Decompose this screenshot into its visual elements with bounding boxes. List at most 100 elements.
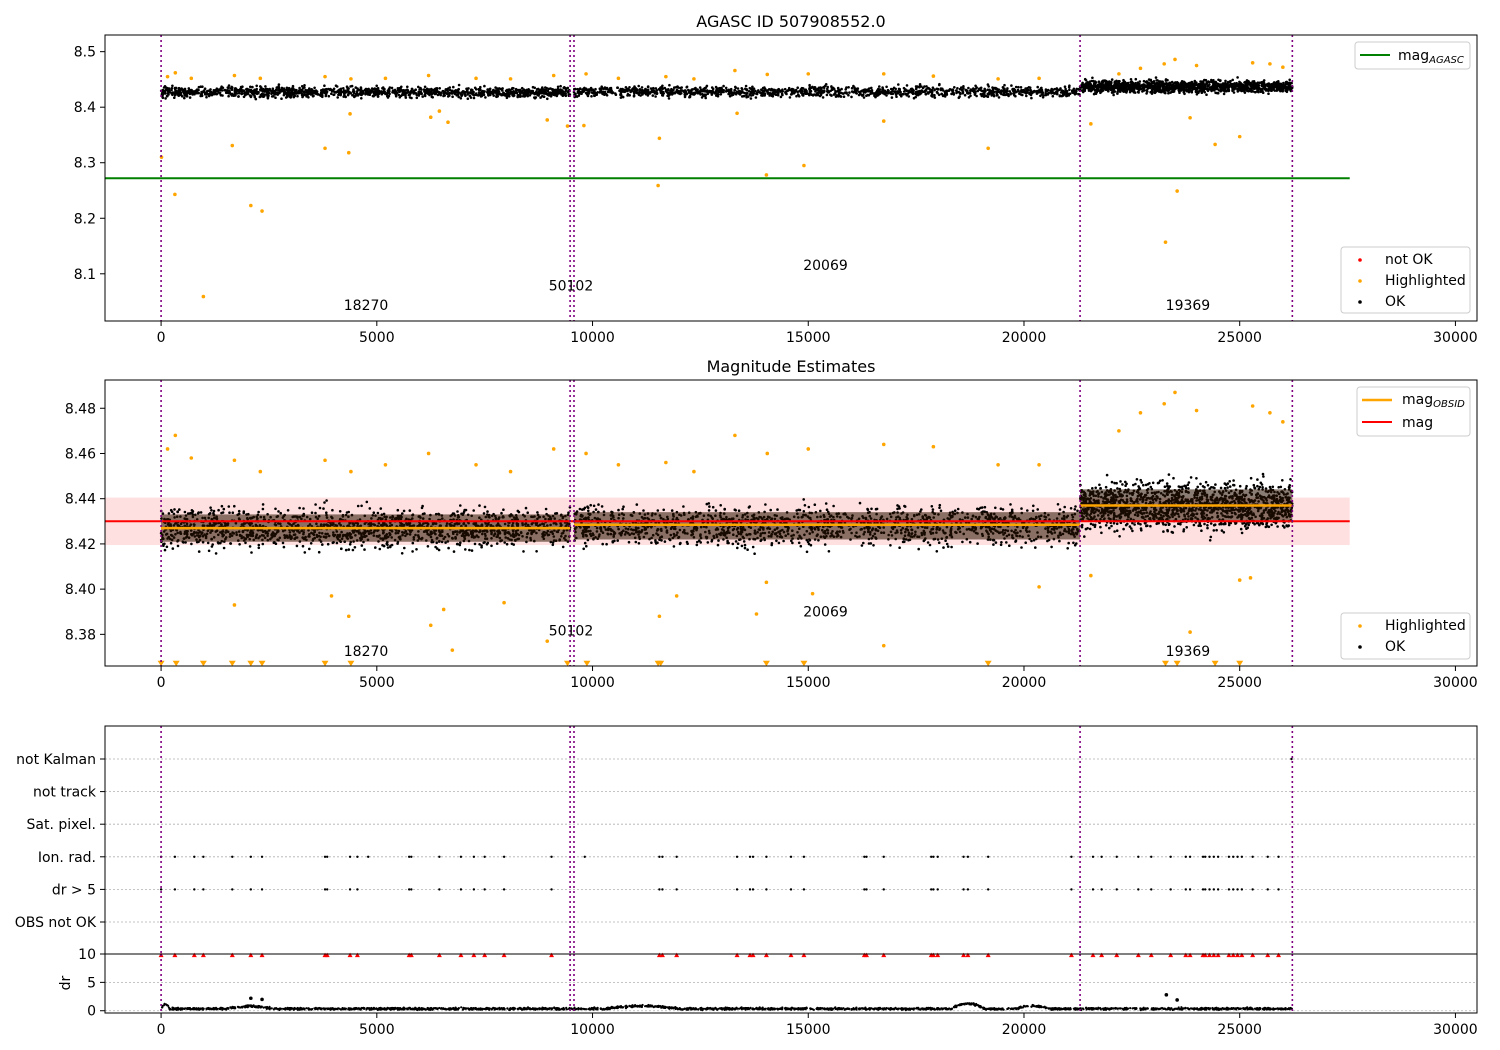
data-point: [238, 89, 242, 92]
data-point: [402, 92, 406, 96]
data-point: [412, 89, 416, 93]
data-point: [1148, 86, 1152, 89]
data-point: [578, 91, 582, 94]
x-tick-label: 10000: [570, 330, 615, 346]
data-point: [1199, 82, 1203, 86]
data-point: [930, 92, 934, 96]
data-point: [483, 84, 486, 88]
data-point: [255, 84, 258, 88]
data-point: [298, 89, 302, 93]
data-point: [517, 89, 521, 92]
data-point: [885, 85, 888, 89]
data-point: [1210, 88, 1213, 92]
data-point: [163, 89, 167, 93]
data-point: [423, 85, 427, 89]
data-point: [881, 89, 884, 92]
data-point: [488, 87, 492, 91]
x-tick-label: 30000: [1433, 330, 1478, 346]
data-point: [407, 93, 411, 97]
data-point: [766, 89, 769, 92]
data-point: [920, 85, 923, 88]
data-point: [897, 83, 900, 86]
data-point: [1251, 84, 1254, 87]
data-point: [624, 86, 628, 89]
data-point: [722, 84, 725, 88]
data-point: [436, 93, 440, 97]
data-point: [1190, 86, 1194, 90]
data-point: [177, 86, 181, 90]
data-point: [179, 93, 183, 97]
data-point: [228, 511, 231, 514]
data-point: [217, 508, 220, 512]
data-point: [1212, 86, 1216, 90]
data-point: [537, 94, 540, 97]
legend-dot-swatch: [1358, 279, 1362, 283]
data-point: [387, 88, 391, 91]
data-point: [312, 94, 315, 98]
data-point: [1045, 89, 1048, 92]
data-point: [1129, 78, 1133, 81]
data-point: [1222, 83, 1225, 86]
data-point: [1188, 115, 1192, 120]
data-point: [1087, 82, 1091, 85]
data-point: [356, 504, 360, 508]
data-point: [360, 97, 363, 100]
data-point: [1245, 79, 1249, 82]
data-point: [628, 94, 631, 97]
data-point: [1036, 85, 1039, 89]
data-point: [340, 547, 343, 550]
data-point: [735, 111, 739, 116]
data-point: [1014, 85, 1018, 89]
data-point: [483, 90, 486, 93]
data-point: [979, 89, 983, 92]
x-tick-label: 5000: [359, 330, 395, 346]
data-point: [1152, 80, 1156, 83]
data-point: [173, 70, 178, 75]
data-point: [551, 88, 554, 92]
data-point: [285, 86, 289, 90]
data-point: [518, 95, 522, 98]
data-point: [525, 93, 529, 97]
data-point: [421, 95, 425, 98]
data-point: [882, 91, 885, 95]
data-point: [303, 84, 306, 87]
data-point: [425, 87, 429, 91]
data-point: [407, 91, 410, 94]
data-point: [493, 91, 497, 94]
data-point: [668, 83, 671, 87]
data-point: [982, 95, 986, 98]
data-point: [372, 92, 376, 95]
data-point: [271, 90, 274, 94]
data-point: [359, 90, 363, 94]
data-point: [1093, 82, 1096, 85]
data-point: [324, 94, 328, 98]
data-point: [524, 506, 528, 510]
data-point: [855, 92, 858, 95]
data-point: [673, 86, 676, 89]
data-point: [745, 89, 749, 92]
data-point: [714, 85, 718, 89]
data-point: [547, 87, 551, 91]
data-point: [415, 96, 419, 100]
data-point: [1058, 94, 1062, 97]
data-point: [1231, 78, 1234, 82]
data-point: [1100, 90, 1104, 93]
data-point: [866, 93, 870, 97]
data-point: [478, 504, 481, 507]
data-point: [1063, 85, 1067, 88]
data-point: [171, 84, 174, 88]
data-point: [1203, 83, 1207, 86]
data-point: [1019, 86, 1023, 89]
data-point: [745, 95, 748, 99]
data-point: [233, 91, 237, 94]
data-point: [349, 85, 352, 88]
data-point: [736, 87, 740, 90]
data-point: [450, 92, 454, 95]
data-point: [257, 546, 261, 550]
data-point: [1200, 88, 1203, 91]
data-point: [575, 95, 579, 98]
data-point: [584, 87, 588, 91]
data-point: [337, 93, 340, 96]
data-point: [907, 95, 911, 98]
data-point: [974, 84, 977, 88]
